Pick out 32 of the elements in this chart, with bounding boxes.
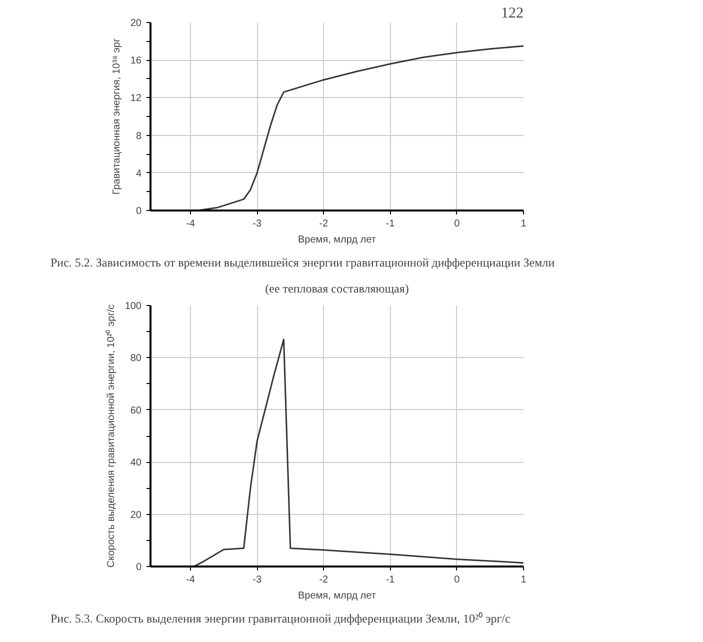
y-tick-label: 80 xyxy=(130,353,142,364)
x-axis-title: Время, млрд лет xyxy=(298,590,376,602)
y-axis-title: Гравитационная энергия, 10³⁸ эрг xyxy=(111,38,122,195)
y-tick-label: 16 xyxy=(130,56,142,67)
y-tick-label: 100 xyxy=(124,301,142,312)
x-tick-label: 1 xyxy=(520,218,527,230)
text: 122 xyxy=(501,6,524,22)
y-tick-label: 4 xyxy=(136,168,142,180)
x-tick-label: -3 xyxy=(252,574,262,586)
x-tick-label: -3 xyxy=(252,218,262,230)
y-tick-label: 40 xyxy=(130,458,142,469)
x-tick-label: 0 xyxy=(454,574,460,586)
x-tick-label: 0 xyxy=(454,218,460,230)
x-tick-label: -1 xyxy=(386,218,396,230)
text: (ее тепловая составляющая) xyxy=(265,282,409,296)
y-tick-label: 20 xyxy=(130,18,142,29)
y-tick-label: 8 xyxy=(136,130,142,142)
x-tick-label: -1 xyxy=(386,574,396,586)
x-tick-label: -4 xyxy=(186,218,196,230)
x-tick-label: 1 xyxy=(520,574,527,586)
text: Рис. 5.2. Зависимость от времени выделившейся энергии гравитационной дифференциации Земли xyxy=(50,256,556,270)
x-tick-label: -2 xyxy=(319,574,329,586)
y-tick-label: 20 xyxy=(130,510,142,521)
x-tick-label: -2 xyxy=(319,218,329,230)
x-tick-label: -4 xyxy=(186,574,196,586)
y-tick-label: 0 xyxy=(136,206,142,217)
y-axis-title: Скорость выделения гравитационной энергии, 10²⁰ эрг/с xyxy=(104,304,117,568)
y-tick-label: 12 xyxy=(130,93,142,104)
text: Рис. 5.3. Скорость выделения энергии гравитационной дифференциации Земли, 10²⁰ эрг/с xyxy=(50,612,510,626)
y-tick-label: 0 xyxy=(136,562,142,573)
y-tick-label: 60 xyxy=(130,405,142,416)
x-axis-title: Время, млрд лет xyxy=(298,234,376,246)
